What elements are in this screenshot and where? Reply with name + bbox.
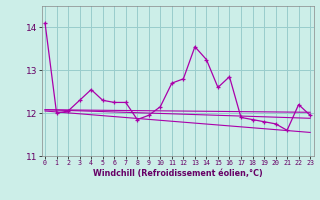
X-axis label: Windchill (Refroidissement éolien,°C): Windchill (Refroidissement éolien,°C) xyxy=(93,169,262,178)
